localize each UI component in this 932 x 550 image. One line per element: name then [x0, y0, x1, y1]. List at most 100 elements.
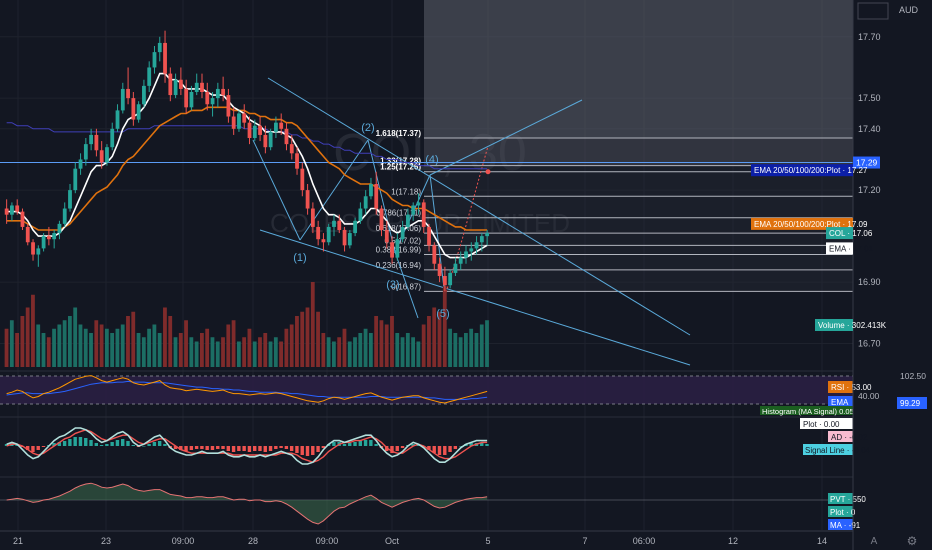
macd-histogram-bar [41, 446, 46, 447]
candle-body [142, 85, 146, 105]
trendline[interactable] [429, 99, 583, 176]
auto-scale-button[interactable]: A [871, 536, 878, 547]
macd-histogram-bar [99, 445, 104, 446]
volume-bar [25, 307, 30, 367]
volume-bar [126, 316, 130, 367]
volume-bar [289, 324, 294, 367]
macd-histogram-bar [126, 441, 130, 446]
macd-histogram-bar [427, 446, 431, 450]
trendline[interactable] [267, 77, 691, 336]
volume-bar [316, 311, 320, 367]
macd-histogram-bar [36, 446, 40, 450]
macd-histogram-bar [157, 441, 162, 446]
volume-bar [347, 341, 352, 367]
candle-body [110, 128, 115, 148]
time-tick: 28 [248, 536, 258, 546]
volume-bar [41, 333, 46, 367]
price-tick: 16.90 [858, 277, 881, 287]
volume-bar [469, 328, 474, 367]
candle-body [279, 122, 284, 129]
volume-bar [221, 337, 225, 367]
time-tick: 09:00 [316, 536, 339, 546]
volume-bar [215, 341, 220, 367]
volume-bar [184, 320, 188, 367]
volume-bar [252, 341, 257, 367]
time-tick: 21 [13, 536, 23, 546]
volume-bar [99, 324, 104, 367]
macd-histogram-bar [25, 446, 30, 450]
trendline[interactable] [367, 139, 396, 253]
candle-body [126, 88, 130, 99]
ema-slow-line [6, 122, 488, 170]
volume-bar [390, 316, 394, 367]
price-tick: 17.50 [858, 93, 881, 103]
rsi-ema-line [6, 380, 488, 400]
candle-body [406, 214, 410, 227]
pvt-value: PVT · 550 [830, 495, 866, 504]
volume-bar [194, 341, 199, 367]
pvt-plot-box [828, 506, 853, 517]
macd-histogram-bar [374, 444, 378, 446]
candle-body [400, 226, 405, 240]
candle-body [374, 184, 379, 209]
macd-histogram-bar [369, 440, 373, 446]
candle-body [105, 147, 109, 163]
volume-bar [210, 337, 215, 367]
candle-body [57, 223, 62, 234]
macd-panel[interactable]: Plot · 0.00 AD · -0.02 Signal Line · -0.04 [0, 416, 870, 465]
macd-histogram-bar [458, 446, 463, 447]
trendline[interactable] [259, 229, 691, 366]
candle-body [178, 79, 183, 89]
rsi-ema-value-box [897, 397, 927, 409]
fibonacci-extension[interactable]: 1.618(17.37)1.33(17.28)1.25(17.26)1(17.1… [376, 0, 853, 292]
rsi-ema-box [828, 396, 853, 408]
price-label-box [815, 319, 853, 331]
candle-body [31, 242, 35, 255]
macd-histogram-bar [332, 442, 336, 446]
wave-label: (1) [293, 252, 306, 264]
candle-body [237, 113, 241, 129]
volume-bar [464, 333, 468, 367]
candlesticks [4, 30, 490, 292]
settings-gear-icon[interactable]: ⚙ [907, 534, 918, 548]
candle-body [252, 125, 257, 138]
volume-bar [363, 328, 368, 367]
trendline[interactable] [429, 174, 446, 297]
macd-histogram-bar [316, 446, 320, 452]
volume-bar [358, 333, 363, 367]
candle-body [469, 248, 474, 252]
macd-line [6, 427, 488, 465]
candle-body [173, 79, 178, 96]
candle-body [395, 239, 400, 258]
histogram-label: Histogram (MA Signal) 0.05 [762, 407, 854, 416]
candle-body [485, 233, 490, 237]
candle-body [321, 239, 326, 243]
candle-body [474, 242, 479, 249]
volume-bar [247, 328, 252, 367]
fib-level-label: 1.618(17.37) [376, 129, 422, 138]
volume-bar [395, 333, 400, 367]
macd-histogram-bar [189, 446, 194, 450]
fib-level-label: 1.25(17.26) [380, 163, 421, 172]
candle-body [384, 230, 389, 243]
price-tick: 17.20 [858, 185, 881, 195]
pvt-panel[interactable]: PVT · 550 Plot · 0 MA · -91 [0, 476, 866, 530]
fib-level-label: 0(16.87) [391, 282, 421, 291]
candle-body [168, 73, 173, 96]
trendline[interactable] [252, 139, 301, 241]
wave-label: (4) [425, 154, 438, 166]
volume-bar [9, 320, 14, 367]
time-tick: Oct [385, 536, 400, 546]
trendline[interactable] [394, 251, 419, 319]
candle-body [68, 190, 72, 209]
volume-bar [284, 328, 289, 367]
candle-body [458, 257, 463, 264]
macd-histogram-bar [173, 446, 178, 449]
macd-histogram-bar [31, 446, 35, 452]
volume-bar [120, 324, 125, 367]
time-axis[interactable]: 21 23 09:00 28 09:00 Oct 5 7 06:00 12 14 [0, 530, 853, 546]
price-axis[interactable]: 17.70 17.50 17.40 17.20 16.90 16.70 [852, 0, 881, 550]
